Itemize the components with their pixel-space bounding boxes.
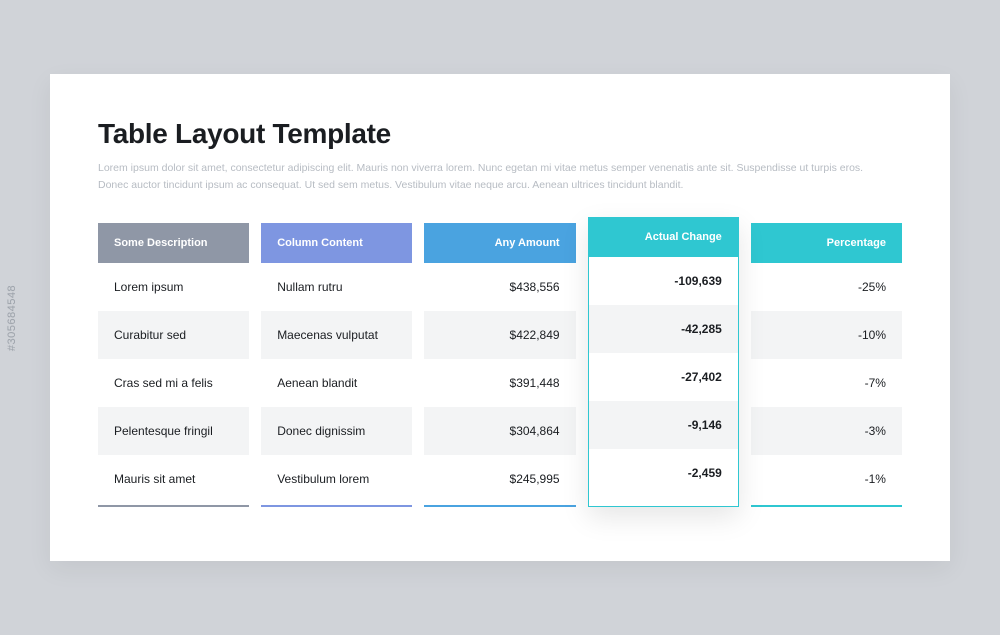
table-cell: -2,459: [589, 449, 738, 497]
table-cell: Aenean blandit: [261, 359, 412, 407]
table-cell: -3%: [751, 407, 902, 455]
table-cell: Lorem ipsum: [98, 263, 249, 311]
table-cell: Mauris sit amet: [98, 455, 249, 503]
table-column: Column ContentNullam rutruMaecenas vulpu…: [261, 223, 412, 507]
table-cell: Donec dignissim: [261, 407, 412, 455]
table-cell: -9,146: [589, 401, 738, 449]
table-column: Some DescriptionLorem ipsumCurabitur sed…: [98, 223, 249, 507]
card: Table Layout Template Lorem ipsum dolor …: [50, 74, 950, 562]
table-cell: $422,849: [424, 311, 575, 359]
column-underline: [424, 505, 575, 507]
table-cell: $245,995: [424, 455, 575, 503]
column-header: Any Amount: [424, 223, 575, 263]
column-header: Column Content: [261, 223, 412, 263]
table-column: Percentage-25%-10%-7%-3%-1%: [751, 223, 902, 507]
table-cell: -109,639: [589, 257, 738, 305]
table-cell: -1%: [751, 455, 902, 503]
table-cell: Vestibulum lorem: [261, 455, 412, 503]
table-cell: Nullam rutru: [261, 263, 412, 311]
table-cell: $438,556: [424, 263, 575, 311]
table-cell: Pelentesque fringil: [98, 407, 249, 455]
table-column: Actual Change-109,639-42,285-27,402-9,14…: [588, 217, 739, 507]
page-subtitle: Lorem ipsum dolor sit amet, consectetur …: [98, 160, 878, 194]
table-column: Any Amount$438,556$422,849$391,448$304,8…: [424, 223, 575, 507]
table-cell: -7%: [751, 359, 902, 407]
table-cell: -10%: [751, 311, 902, 359]
column-underline: [261, 505, 412, 507]
table-cell: Cras sed mi a felis: [98, 359, 249, 407]
page-title: Table Layout Template: [98, 118, 902, 150]
table-cell: -27,402: [589, 353, 738, 401]
column-underline: [751, 505, 902, 507]
table-cell: Maecenas vulputat: [261, 311, 412, 359]
column-header: Percentage: [751, 223, 902, 263]
table-cell: Curabitur sed: [98, 311, 249, 359]
watermark-text: #305684548: [6, 284, 18, 350]
table-cell: $391,448: [424, 359, 575, 407]
table-cell: $304,864: [424, 407, 575, 455]
column-header: Some Description: [98, 223, 249, 263]
table-cell: -25%: [751, 263, 902, 311]
table-cell: -42,285: [589, 305, 738, 353]
column-underline: [98, 505, 249, 507]
data-table: Some DescriptionLorem ipsumCurabitur sed…: [98, 223, 902, 507]
column-header: Actual Change: [589, 217, 738, 257]
